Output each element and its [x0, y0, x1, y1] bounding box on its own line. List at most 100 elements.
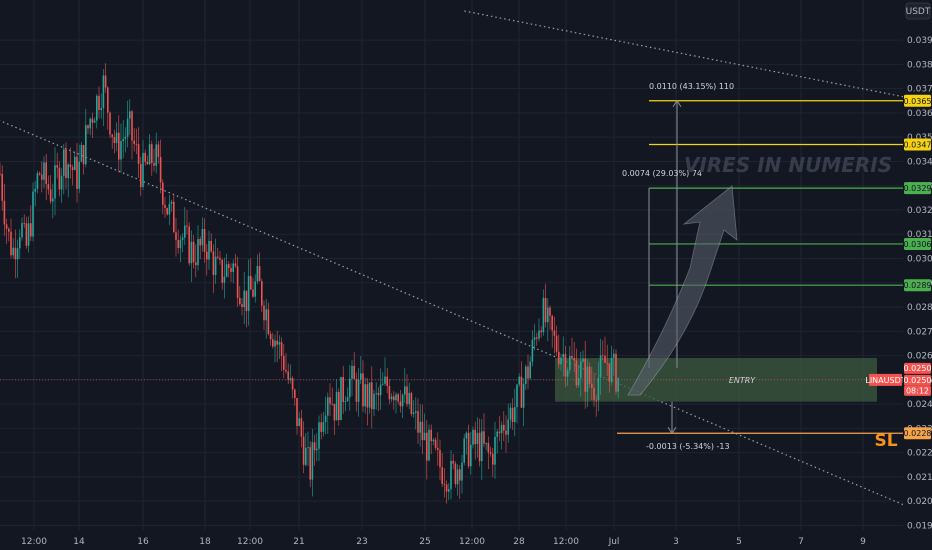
- candle-body: [591, 383, 593, 388]
- candle-body: [12, 247, 14, 256]
- candle-body: [283, 356, 285, 370]
- time-tick-label: 12:00: [553, 537, 579, 547]
- candle-body: [393, 396, 395, 401]
- level-tag-text: 0.0365: [904, 97, 932, 106]
- candle-body: [63, 149, 65, 176]
- candle-body: [320, 422, 322, 432]
- time-axis[interactable]: 12:00 14 16 18 12:00 21 23 25 12:00 28 12:00 Jul 3 5 7…: [0, 531, 903, 550]
- projection-arrow: [627, 185, 738, 396]
- measure-arrowhead-1: [672, 99, 682, 108]
- candle-body: [417, 411, 419, 433]
- candle-body: [58, 167, 61, 190]
- candle-body: [71, 167, 74, 170]
- candle-body: [91, 118, 94, 123]
- candle-body: [434, 439, 437, 449]
- candle-body: [518, 376, 520, 385]
- level-tag-text: 0.0329: [904, 184, 932, 193]
- candle-body: [32, 191, 34, 237]
- candle-body: [467, 432, 470, 467]
- candle-body: [586, 366, 589, 392]
- candle-body: [102, 75, 105, 109]
- candle-body: [181, 237, 184, 240]
- candle-body: [175, 232, 177, 241]
- candle-body: [459, 469, 461, 481]
- candle-body: [285, 369, 287, 372]
- current-price-text: 0.0250: [904, 376, 932, 385]
- current-price-tag[interactable]: [904, 362, 931, 374]
- level-tag-0.0306[interactable]: [904, 237, 931, 250]
- trendline-2[interactable]: [464, 10, 932, 142]
- level-tag-0.0347[interactable]: [904, 138, 931, 151]
- candle-body: [166, 207, 168, 215]
- candle-body: [615, 353, 617, 392]
- candle-body: [111, 134, 113, 138]
- candle-body: [252, 289, 254, 297]
- candle-body: [197, 239, 199, 266]
- candle-body: [355, 378, 358, 402]
- candle-body: [388, 385, 391, 400]
- candle-body: [384, 376, 386, 384]
- currency-label: USDT: [906, 7, 931, 17]
- candle-body: [362, 373, 364, 407]
- watermark-text: VIRES IN NUMERIS: [684, 153, 892, 177]
- candle-body: [437, 448, 439, 451]
- candle-body: [258, 266, 261, 282]
- candle-body: [107, 87, 109, 113]
- time-tick-label: 16: [137, 537, 149, 547]
- candle-body: [463, 438, 465, 463]
- candle-body: [602, 355, 604, 357]
- candle-body: [419, 421, 421, 433]
- candle-body: [324, 415, 327, 423]
- level-tag-0.0365[interactable]: [904, 94, 931, 107]
- candle-body: [443, 483, 446, 485]
- candle-body: [375, 393, 377, 394]
- candle-body: [49, 189, 52, 202]
- candle-body: [311, 442, 314, 480]
- candle-body: [21, 223, 23, 238]
- candle-body: [485, 443, 487, 444]
- projection-arrow-shape[interactable]: [627, 185, 738, 396]
- price-axis[interactable]: USDT0.01900.02000.02100.02200.02300.0240…: [903, 0, 932, 550]
- candle-body: [3, 200, 6, 225]
- candle-body: [159, 156, 162, 183]
- level-tag-0.0289[interactable]: [904, 279, 931, 292]
- candle-body: [604, 355, 606, 363]
- candle-body: [564, 354, 567, 377]
- candle-body: [571, 356, 573, 359]
- candle-body: [287, 371, 289, 380]
- candle-body: [401, 394, 404, 407]
- time-tick-label: 25: [419, 537, 430, 547]
- candle-body: [366, 384, 369, 408]
- candle-body: [93, 120, 96, 123]
- level-tag-0.0329[interactable]: [904, 182, 931, 195]
- sl-label: SL: [874, 431, 897, 451]
- candle-body: [203, 229, 206, 252]
- candle-body: [450, 460, 452, 490]
- candle-body: [351, 365, 353, 379]
- candle-body: [153, 162, 155, 166]
- time-tick-label: 12:00: [21, 537, 47, 547]
- time-tick-label: 9: [860, 537, 866, 547]
- candle-body: [52, 198, 54, 202]
- current-price-tag[interactable]: [904, 374, 931, 386]
- candle-body: [496, 431, 498, 437]
- symbol-tag[interactable]: [869, 373, 902, 386]
- candle-body: [155, 144, 157, 166]
- candle-body: [613, 353, 615, 358]
- candle-body: [503, 424, 505, 431]
- candle-body: [8, 228, 10, 232]
- candle-body: [525, 366, 527, 384]
- candle-body: [560, 357, 562, 365]
- candle-body: [208, 240, 210, 260]
- level-tag-0.0228[interactable]: [904, 427, 931, 440]
- currency-badge[interactable]: [905, 2, 931, 20]
- candle-body: [397, 394, 399, 402]
